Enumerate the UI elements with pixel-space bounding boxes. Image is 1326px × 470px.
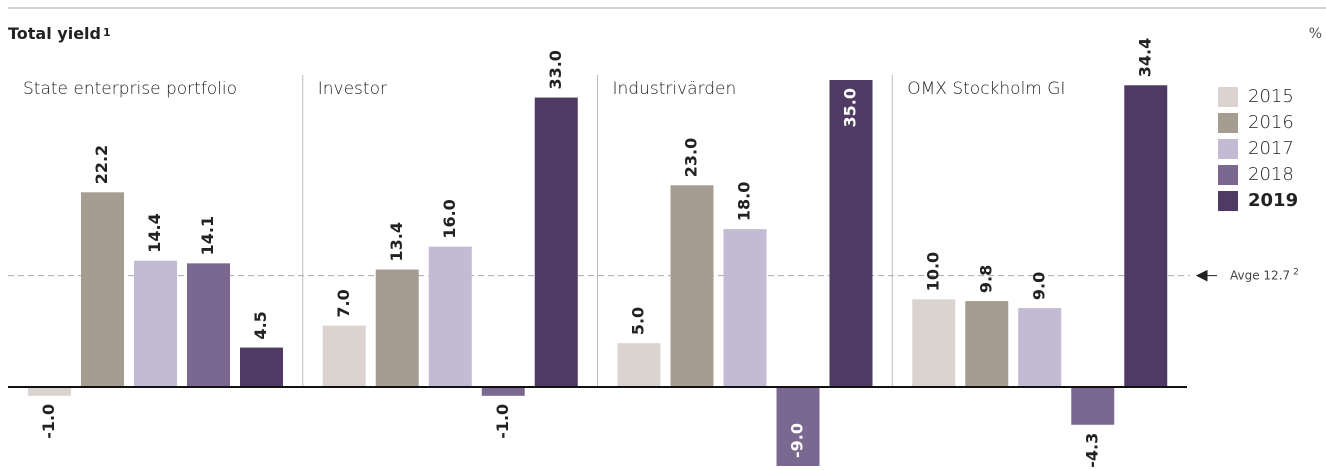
bar xyxy=(1018,308,1062,388)
value-label: -9.0 xyxy=(788,423,807,458)
group-label: Investor xyxy=(318,79,387,99)
value-label: 35.0 xyxy=(841,88,860,127)
title-text: Total yield xyxy=(8,24,101,43)
chart-title: Total yield 1 xyxy=(8,24,111,43)
bar xyxy=(829,80,873,388)
bar xyxy=(534,97,578,388)
bar xyxy=(240,347,283,388)
value-label: 14.4 xyxy=(145,213,164,252)
y-unit: % xyxy=(1309,26,1322,42)
bar xyxy=(723,229,767,388)
legend-label: 2016 xyxy=(1248,112,1294,133)
bar xyxy=(1124,85,1168,388)
value-label: 9.0 xyxy=(1029,272,1048,300)
value-label: 23.0 xyxy=(682,138,701,177)
value-label: 22.2 xyxy=(92,145,111,184)
bar xyxy=(912,299,956,388)
value-label: 14.1 xyxy=(198,216,217,255)
bar xyxy=(965,301,1009,388)
average-text: Avge 12.7 xyxy=(1230,268,1290,282)
value-label: 33.0 xyxy=(546,50,565,89)
average-label: Avge 12.7 2 xyxy=(1230,267,1299,282)
average-arrow xyxy=(1195,269,1217,282)
value-label: 16.0 xyxy=(440,199,459,238)
bar xyxy=(322,325,366,388)
legend-swatch xyxy=(1218,191,1238,211)
value-label: -1.0 xyxy=(39,404,58,439)
legend-label: 2017 xyxy=(1248,138,1294,159)
group-label: Industrivärden xyxy=(613,79,737,99)
legend-label: 2015 xyxy=(1248,86,1294,107)
bar xyxy=(134,260,177,388)
bar xyxy=(1071,387,1115,425)
value-label: 13.4 xyxy=(387,222,406,261)
bar xyxy=(776,387,820,466)
value-label: 10.0 xyxy=(923,252,942,291)
bar xyxy=(617,343,661,388)
legend-swatch xyxy=(1218,87,1238,107)
value-label: 18.0 xyxy=(735,182,754,221)
legend-swatch xyxy=(1218,165,1238,185)
legend-label: 2018 xyxy=(1248,164,1294,185)
legend-swatch xyxy=(1218,139,1238,159)
value-label: -4.3 xyxy=(1082,433,1101,468)
average-note: 2 xyxy=(1293,267,1299,277)
group-label: State enterprise portfolio xyxy=(23,79,237,99)
value-label: 7.0 xyxy=(334,289,353,317)
bar xyxy=(428,246,472,388)
title-note: 1 xyxy=(103,26,111,39)
bar xyxy=(375,269,419,388)
legend-swatch xyxy=(1218,113,1238,133)
legend-label: 2019 xyxy=(1248,190,1298,211)
value-label: 4.5 xyxy=(251,311,270,339)
bar xyxy=(81,192,124,388)
bar xyxy=(670,185,714,388)
value-label: 34.4 xyxy=(1135,38,1154,77)
group-label: OMX Stockholm GI xyxy=(907,79,1065,99)
value-label: 9.8 xyxy=(976,265,995,293)
bar xyxy=(28,387,71,396)
value-label: 5.0 xyxy=(629,307,648,335)
bar xyxy=(481,387,525,396)
value-label: -1.0 xyxy=(493,404,512,439)
bar xyxy=(187,263,230,388)
